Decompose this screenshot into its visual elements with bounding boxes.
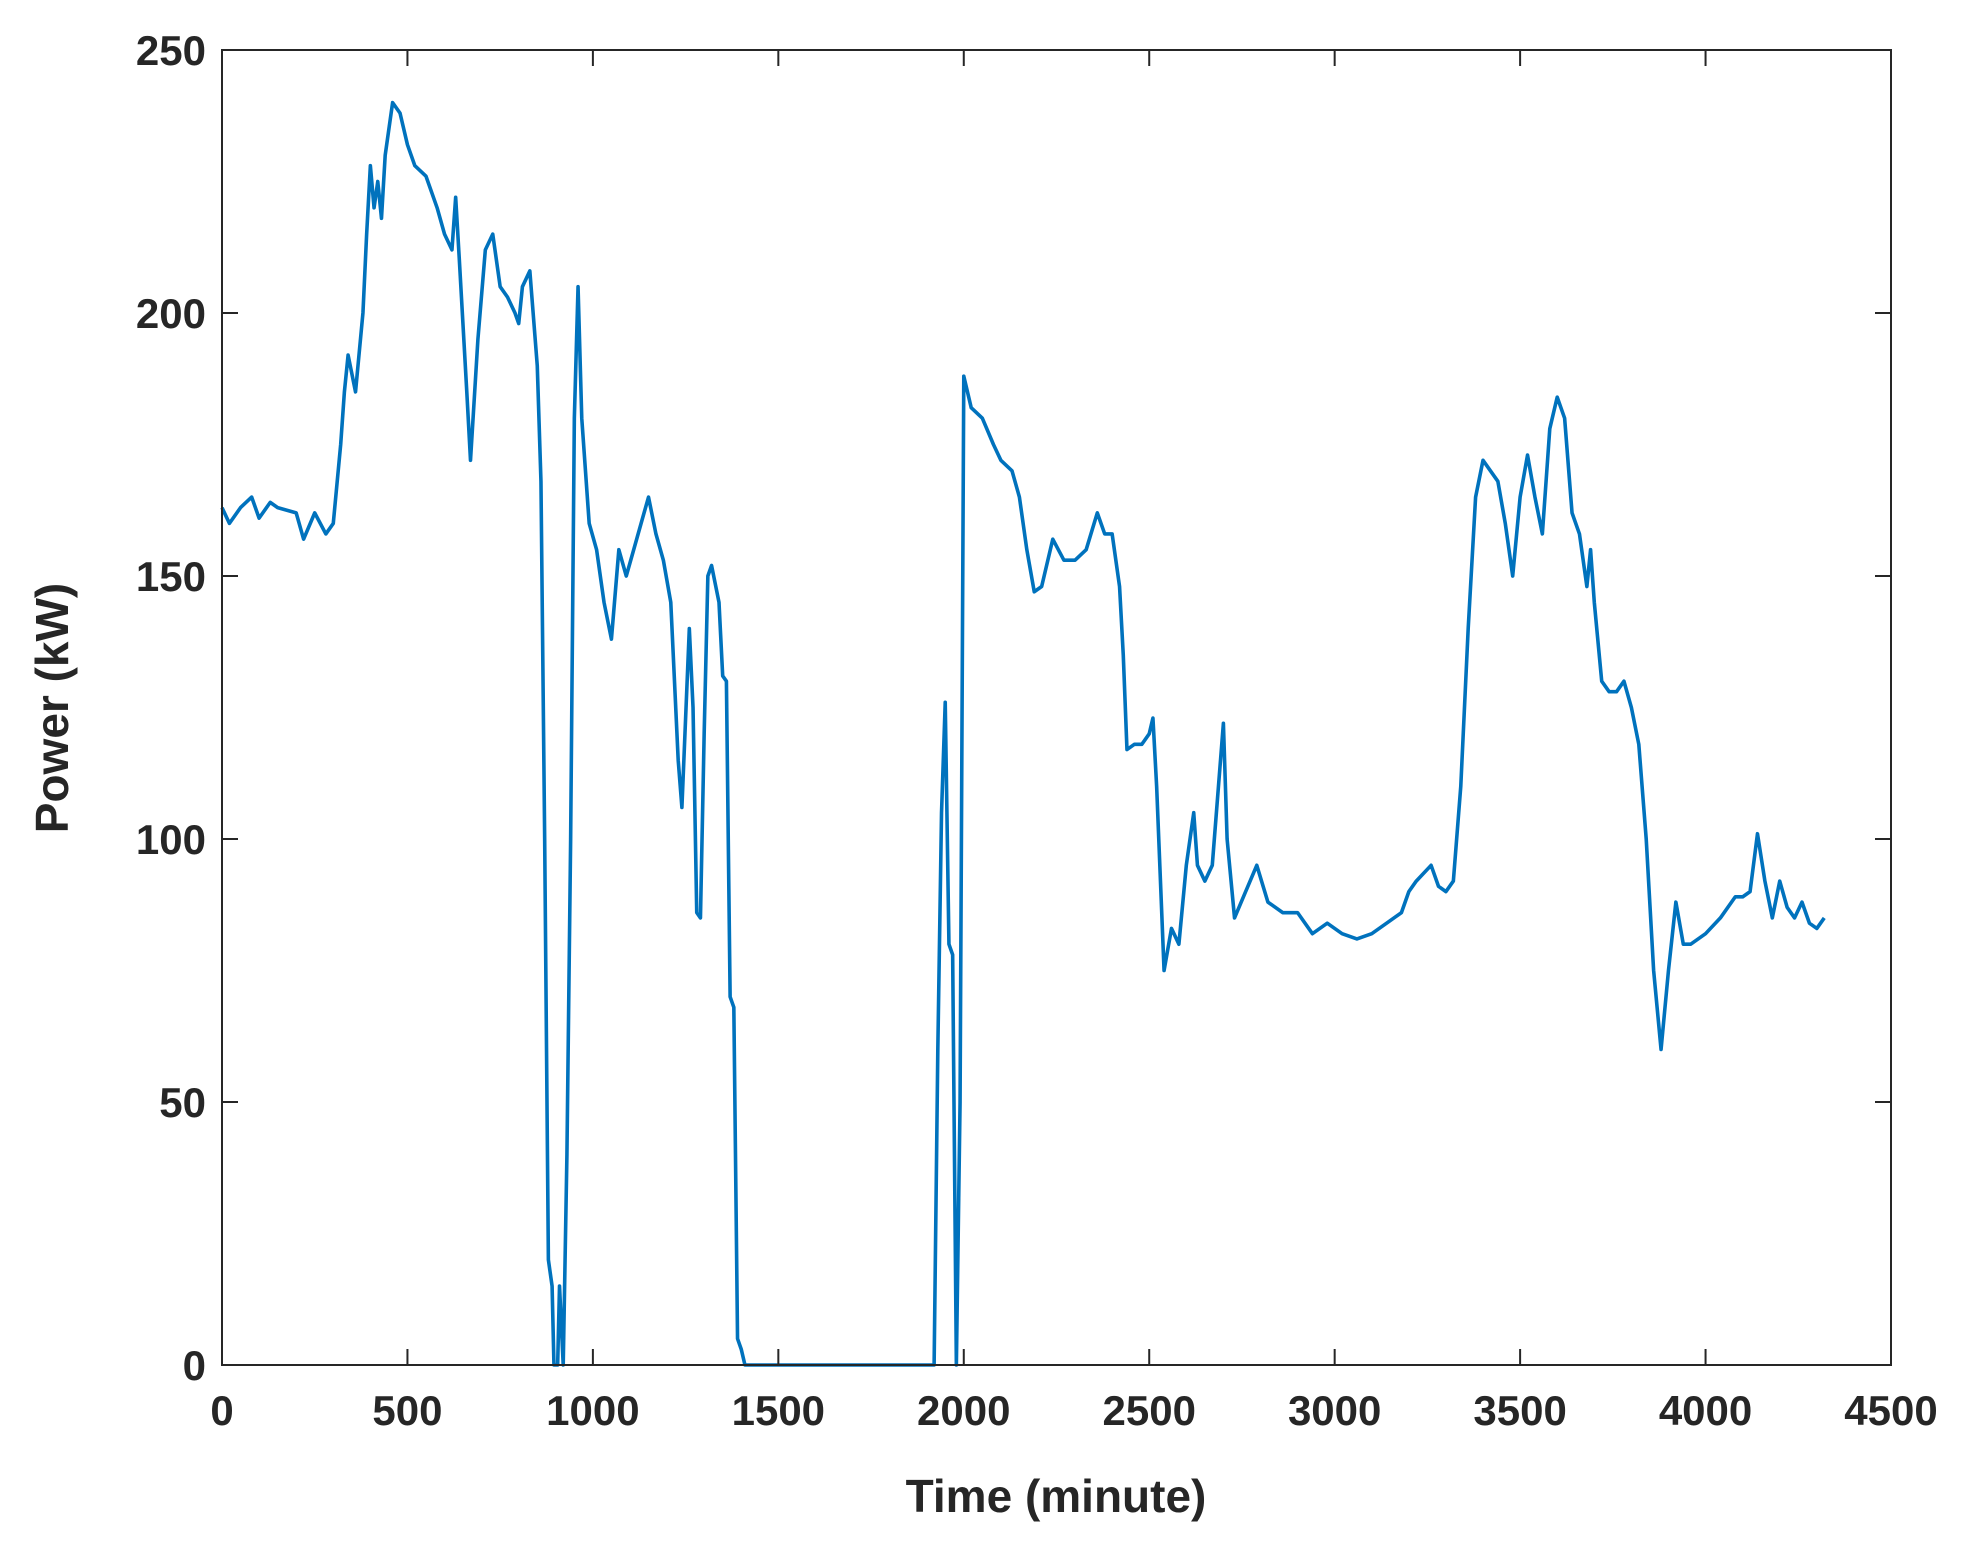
x-tick-label: 3500 [1473,1387,1566,1434]
x-tick-label: 1500 [732,1387,825,1434]
x-tick-label: 4500 [1844,1387,1937,1434]
x-tick-label: 0 [210,1387,233,1434]
y-tick-label: 150 [136,553,206,600]
y-axis-label: Power (kW) [26,583,78,833]
y-tick-label: 200 [136,290,206,337]
x-tick-label: 4000 [1659,1387,1752,1434]
y-tick-label: 100 [136,816,206,863]
plot-frame [221,49,1892,1366]
x-tick-label: 3000 [1288,1387,1381,1434]
x-tick-label: 500 [372,1387,442,1434]
y-tick-label: 0 [183,1342,206,1389]
data-line [220,100,1826,1367]
x-tick-label: 1000 [546,1387,639,1434]
y-tick-label: 250 [136,27,206,74]
y-tick-label: 50 [159,1079,206,1126]
x-axis-label: Time (minute) [906,1470,1207,1522]
x-tick-label: 2500 [1103,1387,1196,1434]
x-tick-label: 2000 [917,1387,1010,1434]
